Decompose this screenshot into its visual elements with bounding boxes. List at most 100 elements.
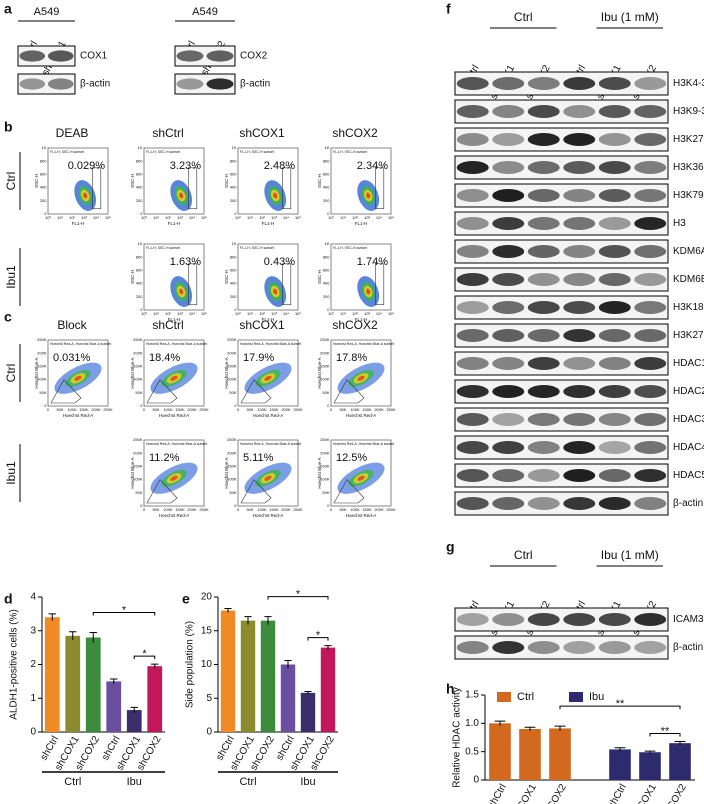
column-title: shCOX2 bbox=[332, 126, 378, 140]
y-tick-label: 1K bbox=[232, 241, 237, 246]
y-tick-label: 0 bbox=[140, 211, 143, 216]
density-blob bbox=[273, 192, 278, 199]
y-tick-label: 5 bbox=[206, 693, 212, 704]
blot-band bbox=[563, 613, 596, 626]
blot-band bbox=[527, 105, 560, 118]
panel-label: a bbox=[4, 1, 12, 17]
x-tick-label: 10⁴ bbox=[283, 215, 289, 220]
y-tick-label: 1K bbox=[325, 145, 330, 150]
y-tick-label: 1.5 bbox=[465, 690, 479, 701]
error-bar bbox=[324, 645, 332, 650]
blot-band bbox=[634, 329, 667, 342]
blot-band bbox=[527, 273, 560, 286]
blot-band bbox=[527, 329, 560, 342]
protein-label: HDAC3 bbox=[673, 414, 704, 425]
x-tick-label: 10⁰ bbox=[235, 215, 241, 220]
protein-label: β-actin bbox=[673, 498, 703, 509]
x-tick-label: 50K bbox=[339, 407, 346, 412]
y-tick-label: 250K bbox=[133, 437, 143, 442]
bar bbox=[106, 681, 122, 732]
panel-label: g bbox=[446, 539, 455, 555]
blot-band bbox=[527, 641, 560, 654]
x-tick-label: 10⁴ bbox=[376, 215, 382, 220]
y-axis-label: Relative HDAC activity bbox=[452, 687, 463, 788]
x-tick-label: shCOX1 bbox=[510, 782, 539, 804]
gate-percentage: 12.5% bbox=[336, 452, 367, 464]
y-axis-label: SSC-H bbox=[317, 174, 322, 188]
y-tick-label: 800 bbox=[323, 158, 330, 163]
x-tick-label: 200K bbox=[374, 407, 384, 412]
legend-label: Ibu bbox=[589, 691, 604, 703]
blot-band bbox=[527, 413, 560, 426]
x-tick-label: 50K bbox=[152, 507, 159, 512]
blot-band bbox=[563, 133, 596, 146]
blot-band bbox=[563, 161, 596, 174]
blot-band bbox=[634, 273, 667, 286]
plot-frame bbox=[237, 243, 299, 311]
y-tick-label: 200 bbox=[230, 294, 237, 299]
blot-band bbox=[598, 217, 631, 230]
cell-line: A549 bbox=[34, 6, 60, 18]
x-axis-label: FL1-H bbox=[262, 221, 275, 226]
x-tick-label: 100K bbox=[163, 507, 173, 512]
blot-band bbox=[527, 133, 560, 146]
blot-band bbox=[492, 497, 525, 510]
blot-band bbox=[492, 245, 525, 258]
gate-percentage: 1.63% bbox=[170, 256, 201, 268]
x-tick-label: 10³ bbox=[271, 311, 277, 316]
group-label: Ibu bbox=[300, 776, 315, 788]
legend-swatch bbox=[497, 692, 511, 702]
blot-band bbox=[634, 301, 667, 314]
y-tick-label: 1K bbox=[232, 145, 237, 150]
x-tick-label: shCtrl bbox=[606, 782, 629, 804]
y-axis-label: SSC-H bbox=[130, 270, 135, 284]
blot-band bbox=[563, 273, 596, 286]
blot-band bbox=[456, 469, 489, 482]
y-tick-label: 50K bbox=[322, 390, 329, 395]
y-tick-label: 200 bbox=[40, 198, 47, 203]
x-axis-label: Hoechst Red-A bbox=[346, 513, 377, 518]
significance-bracket bbox=[133, 655, 156, 660]
y-tick-label: 2 bbox=[30, 659, 36, 670]
legend-label: Ctrl bbox=[517, 691, 534, 703]
gate bbox=[50, 379, 82, 404]
blot-band bbox=[634, 133, 667, 146]
protein-label: H3K4-3Me bbox=[673, 78, 704, 89]
x-tick-label: 10⁵ bbox=[201, 311, 207, 316]
density-blob bbox=[170, 375, 178, 381]
blot-band bbox=[598, 413, 631, 426]
error-bar bbox=[244, 616, 252, 625]
blot-band bbox=[634, 641, 667, 654]
blot-band bbox=[456, 357, 489, 370]
y-tick-label: 0 bbox=[44, 403, 47, 408]
blot-band bbox=[634, 105, 667, 118]
y-tick-label: 0 bbox=[140, 307, 143, 312]
gate-percentage: 1.74% bbox=[357, 256, 388, 268]
y-tick-label: 150K bbox=[37, 363, 47, 368]
blot-band bbox=[492, 273, 525, 286]
plot-frame bbox=[330, 147, 392, 215]
significance-bracket bbox=[267, 596, 329, 600]
group-label: Ibu (1 mM) bbox=[601, 10, 659, 24]
x-tick-label: 0 bbox=[143, 407, 146, 412]
y-tick-label: 0 bbox=[140, 503, 143, 508]
row-label: Ibu1 bbox=[4, 265, 18, 289]
gate bbox=[375, 263, 385, 306]
gate-percentage: 0.031% bbox=[53, 352, 91, 364]
x-tick-label: 10¹ bbox=[247, 311, 253, 316]
panel-label: c bbox=[4, 309, 12, 325]
density-blob bbox=[357, 375, 365, 381]
protein-label: ICAM3 bbox=[673, 614, 704, 625]
y-tick-label: 600 bbox=[136, 267, 143, 272]
y-tick-label: 400 bbox=[230, 185, 237, 190]
blot-band bbox=[492, 105, 525, 118]
x-tick-label: 150K bbox=[175, 407, 185, 412]
blot-band bbox=[563, 469, 596, 482]
bar bbox=[260, 620, 276, 732]
y-axis-label: ALDH1-positive cells (%) bbox=[9, 609, 20, 720]
x-tick-label: 10² bbox=[69, 215, 75, 220]
y-tick-label: 0 bbox=[327, 307, 330, 312]
y-tick-label: 800 bbox=[136, 254, 143, 259]
x-tick-label: shCOX2 bbox=[660, 782, 689, 804]
